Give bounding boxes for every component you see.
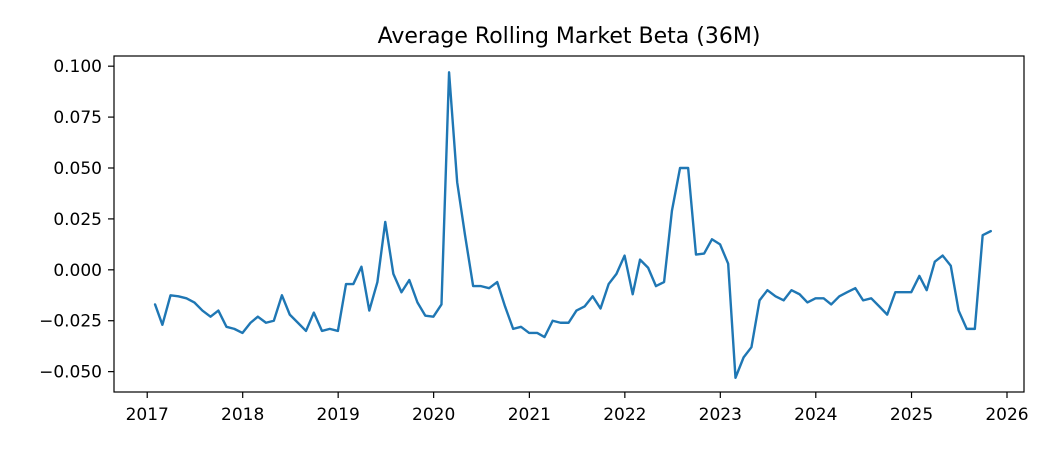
x-tick-label: 2019 [317, 405, 360, 425]
x-tick-label: 2025 [890, 405, 933, 425]
y-tick-label: −0.050 [39, 363, 102, 383]
series-line-0 [153, 71, 992, 379]
plot-area [153, 71, 992, 379]
x-tick-label: 2017 [126, 405, 169, 425]
y-axis: 0.100 0.075 0.050 0.025 0.000 −0.025 −0.050 [39, 57, 114, 383]
y-tick-label: −0.025 [39, 312, 102, 332]
x-tick-label: 2026 [985, 405, 1028, 425]
x-axis: 2017 2018 2019 2020 2021 2022 2023 2024 2025 2026 [126, 392, 1029, 425]
chart-title: Average Rolling Market Beta (36M) [378, 24, 761, 49]
y-tick-label: 0.050 [53, 159, 102, 179]
y-tick-label: 0.000 [53, 261, 102, 281]
x-tick-label: 2023 [699, 405, 742, 425]
x-tick-label: 2018 [221, 405, 264, 425]
x-tick-label: 2020 [412, 405, 455, 425]
x-tick-label: 2021 [508, 405, 551, 425]
axes-frame [113, 55, 1025, 393]
y-tick-label: 0.100 [53, 57, 102, 77]
x-tick-label: 2022 [603, 405, 646, 425]
y-tick-label: 0.075 [53, 108, 102, 128]
x-tick-label: 2024 [794, 405, 837, 425]
y-tick-label: 0.025 [53, 210, 102, 230]
